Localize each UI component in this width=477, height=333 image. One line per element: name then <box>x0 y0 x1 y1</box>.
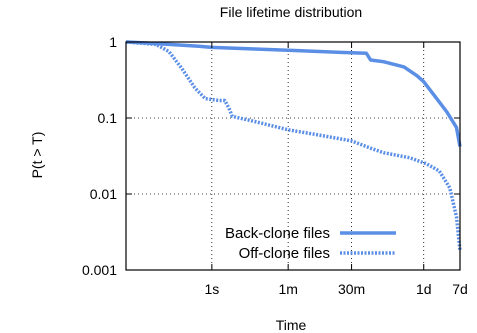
x-tick-label: 1m <box>278 281 297 297</box>
y-tick-label: 0.001 <box>82 262 117 278</box>
y-tick-label: 0.01 <box>90 186 117 202</box>
legend-label: Off-clone files <box>239 245 330 262</box>
x-tick-label: 1s <box>204 281 219 297</box>
legend: Back-clone files Off-clone files <box>225 225 396 262</box>
y-axis-label: P(t > T) <box>29 132 45 179</box>
legend-label: Back-clone files <box>225 225 330 242</box>
series-line-1 <box>125 40 462 147</box>
axis-ticks: 1 0.1 0.01 0.001 1s 1m 30m 1d 7d <box>82 34 468 297</box>
x-tick-label: 1d <box>416 281 432 297</box>
y-tick-label: 1 <box>109 34 117 50</box>
x-axis-label: Time <box>276 317 307 333</box>
x-tick-label: 7d <box>452 281 468 297</box>
series-lines <box>125 40 462 251</box>
chart-title: File lifetime distribution <box>220 4 362 20</box>
series-line-2 <box>125 40 462 251</box>
plot-frame <box>125 41 461 271</box>
y-tick-label: 0.1 <box>98 110 118 126</box>
x-tick-label: 30m <box>338 281 365 297</box>
